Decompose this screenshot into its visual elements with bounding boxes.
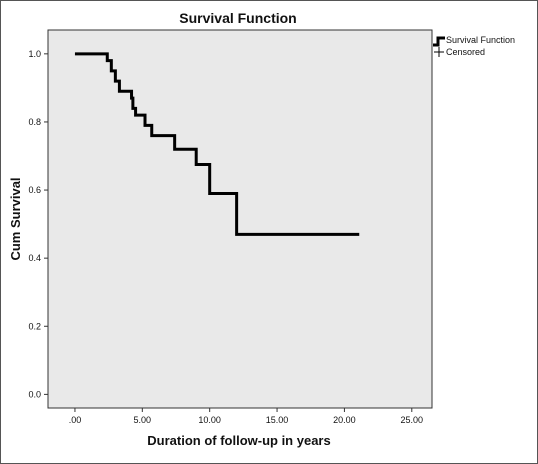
y-axis-title: Cum Survival (8, 177, 23, 260)
x-tick-label: 5.00 (134, 415, 152, 425)
legend-label-survival-function: Survival Function (446, 35, 515, 45)
y-tick-label: 0.0 (28, 389, 41, 399)
legend-plus-icon (434, 47, 444, 57)
x-tick-label: 10.00 (198, 415, 221, 425)
plot-area (47, 29, 433, 409)
legend-item-survival-function: Survival Function (433, 35, 515, 47)
y-tick-label: 0.6 (28, 185, 41, 195)
legend-label-censored: Censored (446, 47, 485, 57)
y-axis-ticks: 0.0 0.2 0.4 0.6 0.8 1.0 (28, 49, 48, 399)
y-tick-label: 0.8 (28, 117, 41, 127)
x-tick-label: 20.00 (333, 415, 356, 425)
legend-item-censored: Censored (434, 47, 485, 57)
x-axis-ticks: .00 5.00 10.00 15.00 20.00 25.00 (69, 408, 423, 425)
y-tick-label: 1.0 (28, 49, 41, 59)
legend-step-line-icon (433, 36, 445, 47)
survival-function-line (74, 52, 360, 236)
y-tick-label: 0.4 (28, 253, 41, 263)
legend: Survival Function Censored (433, 35, 515, 57)
chart-title: Survival Function (179, 10, 296, 26)
y-tick-label: 0.2 (28, 321, 41, 331)
x-tick-label: 25.00 (401, 415, 424, 425)
x-tick-label: .00 (69, 415, 82, 425)
x-axis-title: Duration of follow-up in years (147, 433, 330, 448)
x-tick-label: 15.00 (266, 415, 289, 425)
